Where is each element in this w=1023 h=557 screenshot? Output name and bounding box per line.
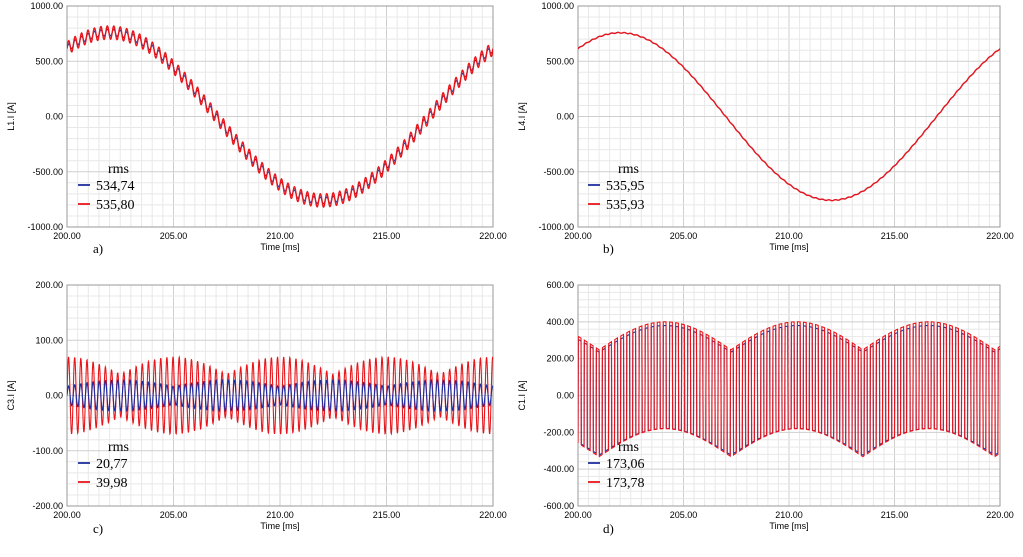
x-tick-label: 220.00	[986, 231, 1014, 241]
series-line-2	[67, 25, 493, 209]
x-tick-label: 205.00	[670, 231, 698, 241]
y-tick-label: -1000.00	[538, 222, 574, 232]
x-tick-label: 200.00	[53, 231, 81, 241]
legend-title: rms	[618, 440, 639, 455]
series-group	[67, 355, 493, 436]
y-axis-title: C3.I [A]	[6, 380, 16, 410]
y-tick-label: 200.00	[546, 354, 574, 364]
x-tick-label: 220.00	[479, 231, 507, 241]
plot-frame	[577, 5, 1001, 228]
panel-label: c)	[93, 521, 103, 536]
y-tick-label: 100.00	[35, 335, 63, 345]
y-axis-title: L4.I [A]	[517, 102, 527, 131]
legend-entry: 39,98	[96, 476, 128, 491]
y-tick-label: -500.00	[543, 167, 574, 177]
series-line-2	[67, 378, 493, 413]
y-tick-label: 1000.00	[541, 1, 574, 11]
x-tick-label: 215.00	[881, 231, 909, 241]
x-tick-label: 220.00	[986, 510, 1014, 520]
grid	[66, 284, 494, 507]
x-tick-label: 205.00	[160, 231, 188, 241]
x-tick-label: 205.00	[160, 510, 188, 520]
x-axis-title: Time [ms]	[260, 521, 299, 531]
chart-d: 600.00 400.00 200.00 0.00 -200.00 -400.00 -600…	[517, 280, 1014, 536]
y-axis-title: L1.I [A]	[6, 102, 16, 131]
y-tick-label: 0.00	[45, 112, 63, 122]
y-tick-label: 500.00	[35, 56, 63, 66]
legend-title: rms	[108, 162, 129, 177]
y-tick-label: -100.00	[32, 446, 63, 456]
series-line-2	[578, 321, 1000, 458]
x-tick-label: 210.00	[775, 231, 803, 241]
x-tick-label: 205.00	[670, 510, 698, 520]
panel-label: a)	[93, 241, 103, 256]
y-tick-label: -1000.00	[27, 222, 63, 232]
y-tick-label: -200.00	[543, 427, 574, 437]
legend-entry: 535,80	[96, 198, 135, 213]
x-tick-label: 200.00	[564, 510, 592, 520]
legend-title: rms	[618, 162, 639, 177]
y-tick-label: 200.00	[35, 280, 63, 290]
series-line-2	[578, 31, 1000, 202]
legend-entry: 535,93	[606, 198, 645, 213]
x-axis-title: Time [ms]	[769, 242, 808, 252]
legend-entry: 20,77	[96, 457, 128, 472]
y-tick-label: 1000.00	[30, 1, 63, 11]
legend-entry: 535,95	[606, 179, 645, 194]
x-axis-title: Time [ms]	[260, 242, 299, 252]
x-tick-label: 200.00	[53, 510, 81, 520]
legend-entry: 173,78	[606, 476, 645, 491]
y-tick-label: -500.00	[32, 167, 63, 177]
panel-label: d)	[603, 521, 614, 536]
x-axis-title: Time [ms]	[769, 521, 808, 531]
series-group	[578, 321, 1000, 458]
y-tick-label: -400.00	[543, 464, 574, 474]
y-tick-label: -600.00	[543, 501, 574, 511]
y-axis-title: C1.I [A]	[517, 380, 527, 410]
plot-frame	[66, 5, 494, 228]
series-group	[578, 31, 1000, 202]
y-tick-label: 0.00	[45, 391, 63, 401]
y-tick-label: 0.00	[556, 112, 574, 122]
x-tick-label: 210.00	[266, 231, 294, 241]
x-tick-label: 210.00	[775, 510, 803, 520]
legend-entry: 173,06	[606, 457, 645, 472]
x-tick-label: 215.00	[373, 231, 401, 241]
legend-entry: 534,74	[96, 179, 135, 194]
legend-title: rms	[108, 440, 129, 455]
panel-label: b)	[603, 241, 614, 256]
y-tick-label: -200.00	[32, 501, 63, 511]
y-tick-label: 500.00	[546, 56, 574, 66]
x-tick-label: 220.00	[479, 510, 507, 520]
x-tick-label: 215.00	[373, 510, 401, 520]
x-tick-label: 215.00	[881, 510, 909, 520]
x-tick-label: 210.00	[266, 510, 294, 520]
y-tick-label: 400.00	[546, 317, 574, 327]
y-tick-label: 0.00	[556, 391, 574, 401]
y-tick-label: 600.00	[546, 280, 574, 290]
series-group	[67, 25, 493, 209]
x-tick-label: 200.00	[564, 231, 592, 241]
